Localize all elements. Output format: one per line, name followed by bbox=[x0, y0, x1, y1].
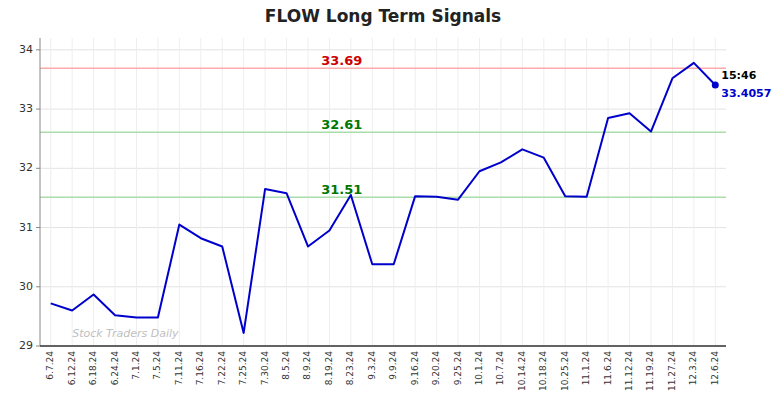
watermark: Stock Traders Daily bbox=[72, 327, 179, 340]
x-tick-label: 8.5.24 bbox=[281, 351, 291, 380]
x-grid-line bbox=[458, 38, 459, 346]
x-tick-label: 11.27.24 bbox=[667, 351, 677, 391]
x-tick-label: 7.1.24 bbox=[131, 351, 141, 380]
x-grid-line bbox=[372, 38, 373, 346]
x-grid-line bbox=[222, 38, 223, 346]
reference-line bbox=[40, 131, 726, 133]
y-grid-line bbox=[40, 346, 726, 347]
x-tick-label: 8.19.24 bbox=[324, 351, 334, 386]
x-tick-label: 6.7.24 bbox=[45, 351, 55, 380]
x-tick-label: 11.6.24 bbox=[603, 351, 613, 386]
y-tick-label: 32 bbox=[19, 161, 33, 174]
y-tick-label: 33 bbox=[19, 102, 33, 115]
x-tick-label: 11.12.24 bbox=[624, 351, 634, 391]
end-dot bbox=[712, 82, 719, 89]
x-grid-line bbox=[393, 38, 394, 346]
x-grid-line bbox=[157, 38, 158, 346]
x-tick-label: 7.16.24 bbox=[195, 351, 205, 386]
chart-container: 29 30 31 32 33 34 6.7.24 6.12.24 6.18.24 6.24.24 7… bbox=[0, 0, 784, 398]
x-ticks: 6.7.24 6.12.24 6.18.24 6.24.24 7.1.24 7.5.24 7… bbox=[45, 351, 720, 391]
x-tick-label: 7.11.24 bbox=[174, 351, 184, 386]
x-grid-line bbox=[179, 38, 180, 346]
x-grid-line bbox=[672, 38, 673, 346]
y-grid-line bbox=[40, 109, 726, 110]
x-grid-line bbox=[50, 38, 51, 346]
y-grid-line bbox=[40, 168, 726, 169]
x-grid-line bbox=[693, 38, 694, 346]
x-tick-label: 9.20.24 bbox=[431, 351, 441, 386]
x-grid-line bbox=[136, 38, 137, 346]
x-grid-line bbox=[93, 38, 94, 346]
x-grid-line bbox=[307, 38, 308, 346]
x-tick-label: 7.22.24 bbox=[217, 351, 227, 386]
x-grid-line bbox=[436, 38, 437, 346]
y-tick bbox=[36, 346, 40, 347]
y-tick bbox=[36, 168, 40, 169]
x-grid-line bbox=[200, 38, 201, 346]
x-grid-line bbox=[115, 38, 116, 346]
y-tick bbox=[36, 227, 40, 228]
reference-lines bbox=[40, 68, 726, 197]
reference-label: 33.69 bbox=[321, 53, 362, 68]
x-tick-label: 10.7.24 bbox=[495, 351, 505, 386]
y-tick-label: 30 bbox=[19, 280, 33, 293]
y-tick bbox=[36, 49, 40, 50]
y-grid-line bbox=[40, 227, 726, 228]
x-grid-line bbox=[543, 38, 544, 346]
x-grid-line bbox=[479, 38, 480, 346]
x-grid-line bbox=[608, 38, 609, 346]
x-tick-label: 8.23.24 bbox=[345, 351, 355, 386]
x-grid-line bbox=[565, 38, 566, 346]
reference-label: 32.61 bbox=[321, 117, 362, 132]
x-grid-line bbox=[650, 38, 651, 346]
x-tick-label: 9.25.24 bbox=[453, 351, 463, 386]
x-axis-line bbox=[40, 345, 726, 347]
reference-line bbox=[40, 197, 726, 199]
x-tick-label: 12.6.24 bbox=[710, 351, 720, 386]
reference-line bbox=[40, 67, 726, 69]
x-grid-line bbox=[522, 38, 523, 346]
data-line bbox=[51, 63, 716, 333]
title: FLOW Long Term Signals bbox=[265, 6, 501, 26]
x-grid-line bbox=[286, 38, 287, 346]
x-grid-line bbox=[72, 38, 73, 346]
x-tick-label: 8.9.24 bbox=[302, 351, 312, 380]
chart-svg: 29 30 31 32 33 34 6.7.24 6.12.24 6.18.24 6.24.24 7… bbox=[0, 0, 784, 398]
x-tick-label: 7.30.24 bbox=[260, 351, 270, 386]
x-tick-label: 12.3.24 bbox=[688, 351, 698, 386]
y-axis-line bbox=[40, 38, 41, 346]
x-grid-line bbox=[415, 38, 416, 346]
background bbox=[0, 0, 784, 398]
x-tick-label: 9.3.24 bbox=[367, 351, 377, 380]
x-tick-label: 6.24.24 bbox=[110, 351, 120, 386]
y-ticks: 29 30 31 32 33 34 bbox=[19, 43, 40, 352]
x-tick-label: 11.19.24 bbox=[645, 351, 655, 391]
reference-label: 31.51 bbox=[321, 182, 362, 197]
y-grid-line bbox=[40, 286, 726, 287]
end-annotation: 33.4057 bbox=[721, 87, 771, 100]
x-tick-label: 10.18.24 bbox=[538, 351, 548, 391]
x-tick-label: 7.5.24 bbox=[152, 351, 162, 380]
y-tick-label: 34 bbox=[19, 43, 33, 56]
x-tick-label: 7.25.24 bbox=[238, 351, 248, 386]
x-tick-label: 11.1.24 bbox=[581, 351, 591, 386]
y-grid-line bbox=[40, 49, 726, 50]
y-tick bbox=[36, 286, 40, 287]
y-tick-label: 31 bbox=[19, 221, 33, 234]
end-annotation: 15:46 bbox=[721, 69, 756, 82]
x-grid-line bbox=[500, 38, 501, 346]
grid bbox=[40, 38, 726, 346]
x-grid-line bbox=[243, 38, 244, 346]
x-tick-label: 9.9.24 bbox=[388, 351, 398, 380]
x-tick-label: 10.25.24 bbox=[560, 351, 570, 391]
x-tick-label: 6.18.24 bbox=[88, 351, 98, 386]
x-tick-label: 6.12.24 bbox=[67, 351, 77, 386]
x-tick-label: 10.14.24 bbox=[517, 351, 527, 391]
data bbox=[51, 63, 719, 333]
x-grid-line bbox=[629, 38, 630, 346]
y-tick-label: 29 bbox=[19, 339, 33, 352]
x-tick-label: 9.16.24 bbox=[410, 351, 420, 386]
y-tick bbox=[36, 109, 40, 110]
x-tick-label: 10.1.24 bbox=[474, 351, 484, 386]
